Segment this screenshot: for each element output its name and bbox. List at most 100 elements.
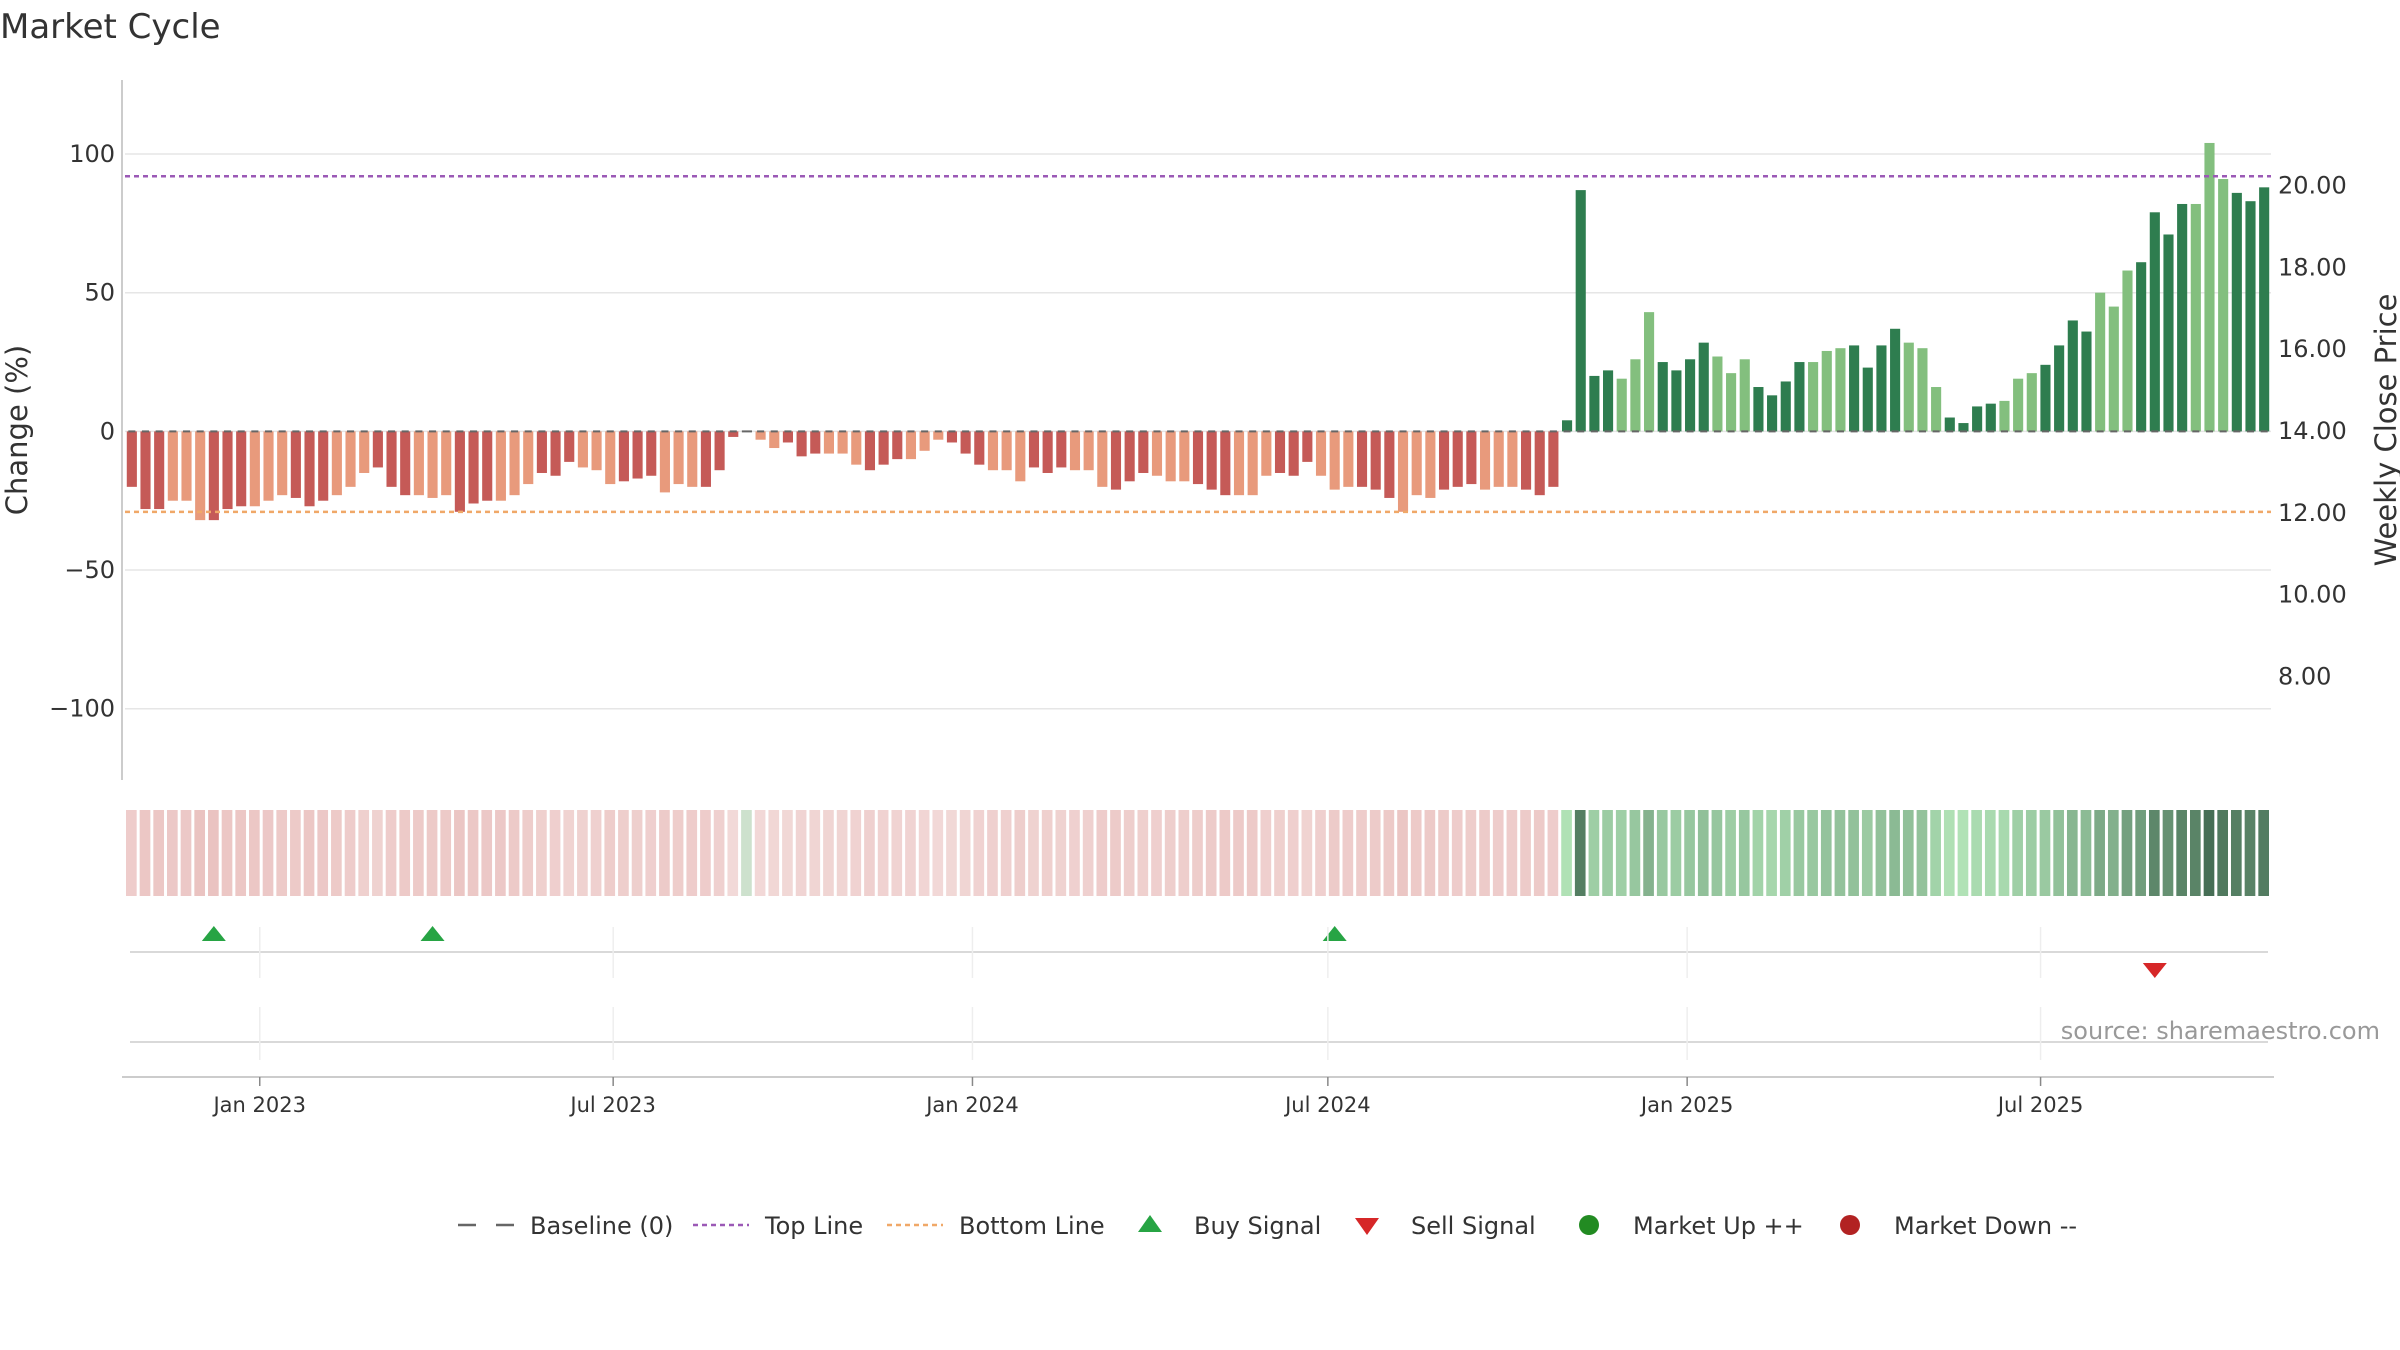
change-bar: [1261, 431, 1272, 476]
band-cell: [1082, 810, 1094, 896]
band-cell: [208, 810, 219, 896]
change-bar: [2095, 292, 2106, 432]
change-bar: [1124, 431, 1135, 482]
change-bar: [2259, 187, 2270, 432]
change-bar: [1343, 431, 1354, 487]
band-cell: [932, 810, 944, 896]
change-bar: [1247, 431, 1258, 496]
change-bar: [1589, 375, 1600, 432]
band-cell: [153, 810, 165, 896]
change-bar: [2149, 212, 2160, 432]
band-cell: [1028, 810, 1039, 896]
legend-item: Top Line: [693, 1212, 863, 1240]
band-cell: [850, 810, 862, 896]
band-cell: [126, 810, 137, 896]
band-cell: [1711, 810, 1723, 896]
band-cell: [2148, 810, 2160, 896]
band-cell: [1820, 810, 1832, 896]
band-cell: [1615, 810, 1627, 896]
change-bar: [782, 431, 793, 443]
band-cell: [1697, 810, 1709, 896]
legend-swatch: [1355, 1218, 1379, 1235]
band-cell: [1793, 810, 1805, 896]
x-tick-label: Jul 2023: [568, 1093, 655, 1117]
chart-title: Market Cycle: [0, 7, 221, 47]
band-cell: [2162, 810, 2174, 896]
change-bar: [1726, 373, 1737, 432]
legend-item: Market Up ++: [1579, 1212, 1804, 1240]
band-cell: [385, 810, 397, 896]
band-cell: [2203, 810, 2215, 896]
legend-label: Buy Signal: [1194, 1212, 1321, 1240]
legend-label: Sell Signal: [1411, 1212, 1536, 1240]
change-bar: [605, 431, 616, 485]
band-cell: [768, 810, 780, 896]
band-cell: [1834, 810, 1846, 896]
band-cell: [604, 810, 616, 896]
change-bars: [126, 142, 2270, 521]
band-cell: [249, 810, 260, 896]
change-bar: [2190, 203, 2201, 432]
change-bar: [728, 431, 739, 437]
change-bar: [523, 431, 534, 485]
legend-label: Market Down --: [1894, 1212, 2077, 1240]
signal-markers: [201, 926, 2167, 978]
change-bar: [1890, 328, 1901, 432]
band-cell: [1752, 810, 1764, 896]
band-cell: [167, 810, 178, 896]
change-bar: [1603, 370, 1614, 432]
band-cell: [973, 810, 985, 896]
y2-tick-label: 20.00: [2278, 172, 2347, 200]
band-cell: [262, 810, 274, 896]
change-bar: [400, 431, 411, 496]
band-cell: [303, 810, 315, 896]
change-bar: [2040, 364, 2051, 432]
band-cell: [2244, 810, 2256, 896]
change-bar: [659, 431, 670, 493]
band-cell: [1643, 810, 1654, 896]
change-bar: [1466, 431, 1477, 485]
change-bar: [277, 431, 288, 496]
change-bar: [263, 431, 274, 501]
band-cell: [1110, 810, 1121, 896]
band-cell: [1574, 810, 1586, 896]
change-bar: [249, 431, 260, 507]
change-bar: [359, 431, 370, 473]
band-cell: [1315, 810, 1326, 896]
band-cell: [1369, 810, 1381, 896]
band-cell: [1670, 810, 1682, 896]
y-tick-label: −50: [64, 556, 115, 584]
band-cell: [1096, 810, 1108, 896]
change-bar: [2245, 201, 2256, 432]
change-bar: [290, 431, 301, 498]
band-cell: [2176, 810, 2187, 896]
band-cell: [1164, 810, 1176, 896]
legend-item: Sell Signal: [1355, 1212, 1536, 1240]
band-cell: [276, 810, 288, 896]
band-cell: [1465, 810, 1477, 896]
change-bar: [1507, 431, 1518, 487]
change-bar: [1151, 431, 1163, 476]
band-cell: [1506, 810, 1518, 896]
band-cell: [221, 810, 233, 896]
band-cell: [344, 810, 356, 896]
change-bar: [1370, 431, 1381, 490]
x-tick-label: Jul 2024: [1283, 1093, 1370, 1117]
band-cell: [1629, 810, 1641, 896]
band-cell: [1178, 810, 1190, 896]
change-bar: [632, 431, 643, 479]
change-bar: [1493, 431, 1504, 487]
band-cell: [2066, 810, 2078, 896]
change-bar: [2122, 270, 2133, 432]
band-cell: [317, 810, 329, 896]
band-cell: [2258, 810, 2269, 896]
y-tick-label: 100: [69, 140, 115, 168]
y2-tick-label: 14.00: [2278, 417, 2347, 445]
change-bar: [2054, 345, 2065, 432]
band-cell: [1861, 810, 1873, 896]
change-bar: [2136, 262, 2147, 432]
band-cell: [918, 810, 930, 896]
change-bar: [577, 431, 588, 468]
change-bar: [1384, 431, 1395, 498]
change-bar: [1479, 431, 1491, 490]
